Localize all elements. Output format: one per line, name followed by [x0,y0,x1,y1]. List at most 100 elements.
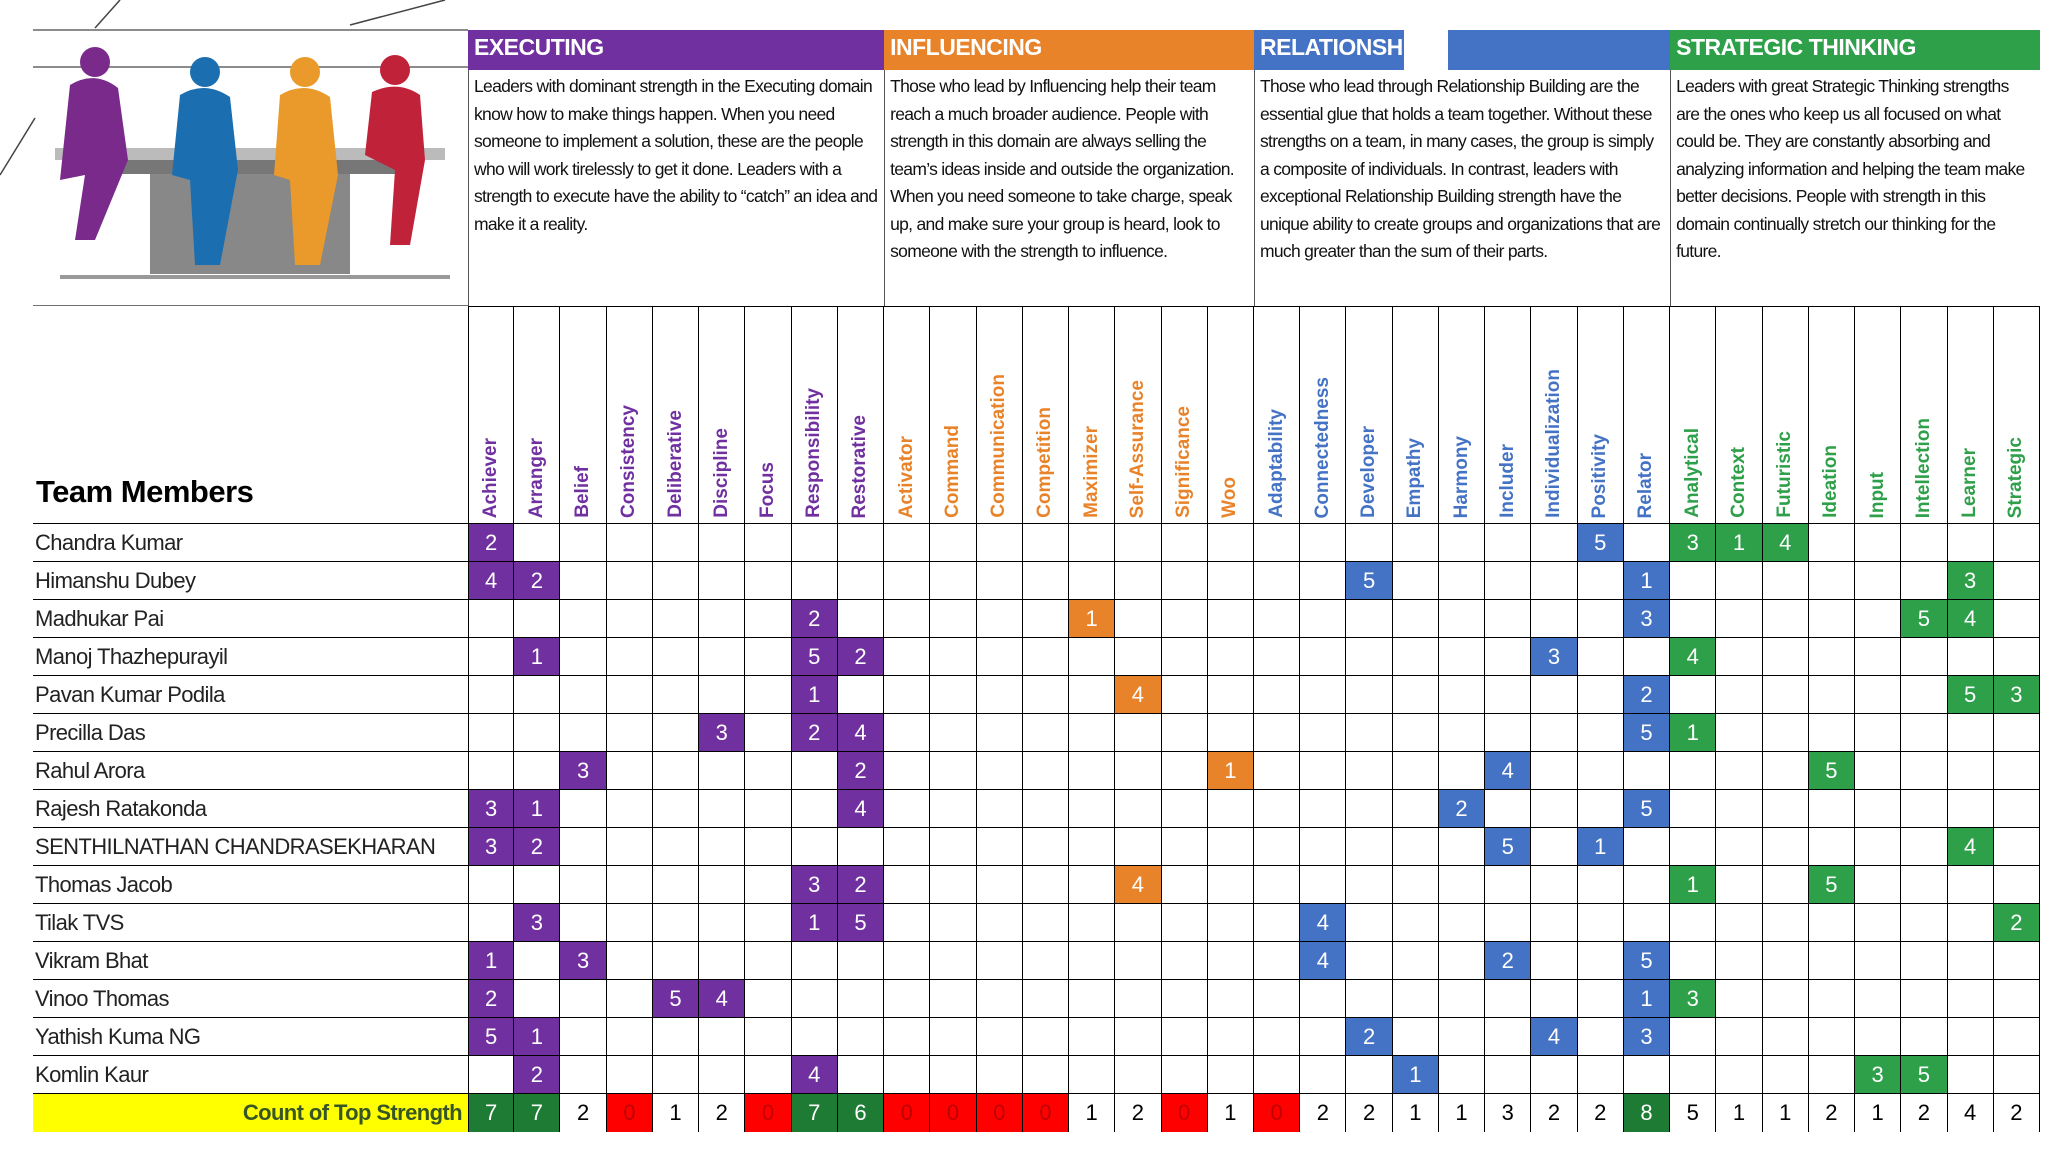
empty-cell [1438,980,1486,1018]
empty-cell [560,714,607,752]
score-cell: 1 [514,638,561,676]
empty-cell [1346,714,1393,752]
empty-cell [468,638,515,676]
empty-cell [930,866,977,904]
score-cell: 2 [837,866,885,904]
empty-cell [1577,904,1624,942]
empty-cell [930,562,977,600]
score-cell: 3 [468,828,515,866]
empty-cell [1254,1018,1301,1056]
empty-cell [884,980,931,1018]
count-cell: 0 [745,1094,792,1132]
empty-cell [1346,790,1393,828]
empty-cell [1762,790,1809,828]
empty-cell [1161,866,1208,904]
empty-cell [1392,752,1439,790]
empty-cell [1993,1056,2040,1094]
theme-label: Belief [572,466,594,518]
score-cell: 1 [1670,714,1717,752]
empty-cell [930,1056,977,1094]
empty-cell [1855,638,1902,676]
empty-cell [1115,980,1162,1018]
empty-cell [1577,790,1624,828]
theme-header: Harmony [1438,306,1486,524]
empty-cell [1161,1018,1208,1056]
theme-header: Input [1855,306,1902,524]
empty-cell [1254,638,1301,676]
empty-cell [1901,676,1948,714]
empty-cell [1392,1018,1439,1056]
empty-cell [560,1056,607,1094]
count-cell: 2 [1994,1094,2040,1132]
empty-cell [1300,714,1347,752]
count-cell: 2 [1115,1094,1162,1132]
domain-description: Leaders with dominant strength in the Ex… [468,70,884,306]
empty-cell [1022,828,1070,866]
score-cell: 3 [560,752,607,790]
empty-cell [699,676,746,714]
theme-header: Intellection [1901,306,1948,524]
empty-cell [1392,600,1439,638]
count-cell: 0 [1022,1094,1070,1132]
empty-cell [1716,1018,1763,1056]
empty-cell [791,790,838,828]
empty-cell [884,638,931,676]
empty-cell [1300,828,1347,866]
theme-header: Restorative [837,306,885,524]
member-name: Vikram Bhat [33,942,468,980]
empty-cell [1808,1018,1856,1056]
score-cell: 4 [791,1056,838,1094]
score-cell: 1 [791,676,838,714]
empty-cell [468,866,515,904]
empty-cell [652,904,700,942]
theme-label: Command [941,425,963,518]
theme-header: Relator [1623,306,1671,524]
empty-cell [1531,1056,1578,1094]
empty-cell [1207,600,1254,638]
empty-cell [560,790,607,828]
empty-cell [1438,1056,1486,1094]
empty-cell [699,1018,746,1056]
theme-label: Developer [1358,426,1380,518]
empty-cell [1392,714,1439,752]
theme-label: Individualization [1543,369,1565,518]
empty-cell [1346,866,1393,904]
empty-cell [930,752,977,790]
empty-cell [1716,562,1763,600]
empty-cell [560,524,607,562]
empty-cell [1762,600,1809,638]
empty-cell [1947,714,1994,752]
empty-cell [1254,524,1301,562]
empty-cell [1485,790,1532,828]
empty-cell [930,942,977,980]
empty-cell [1300,562,1347,600]
empty-cell [1300,638,1347,676]
empty-cell [930,600,977,638]
empty-cell [468,676,515,714]
empty-cell [1022,752,1070,790]
theme-label: Consistency [618,405,640,518]
count-cell: 1 [1069,1094,1116,1132]
empty-cell [1762,942,1809,980]
theme-header: Analytical [1670,306,1717,524]
score-cell: 1 [514,790,561,828]
theme-label: Intellection [1912,417,1934,518]
count-cell: 1 [1716,1094,1763,1132]
empty-cell [1022,676,1070,714]
empty-cell [514,676,561,714]
empty-cell [1901,714,1948,752]
theme-label: Competition [1034,407,1056,518]
empty-cell [837,942,885,980]
empty-cell [1161,980,1208,1018]
empty-cell [606,676,653,714]
empty-cell [1993,980,2040,1018]
empty-cell [1300,600,1347,638]
score-cell: 5 [1577,524,1624,562]
score-cell: 2 [837,638,885,676]
theme-header: Command [930,306,977,524]
empty-cell [1207,904,1254,942]
empty-cell [1716,676,1763,714]
empty-cell [1346,676,1393,714]
empty-cell [1993,638,2040,676]
empty-cell [468,1056,515,1094]
